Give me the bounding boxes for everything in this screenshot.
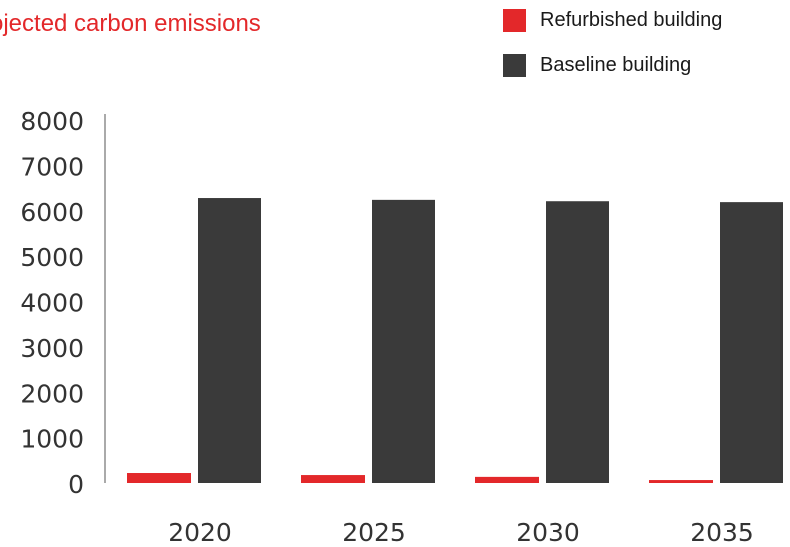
bar-baseline-building-2035 <box>720 202 783 483</box>
legend-label-baseline: Baseline building <box>540 53 692 76</box>
y-tick-label: 7000 <box>20 152 84 181</box>
x-tick-label: 2030 <box>516 518 580 547</box>
x-tick-label: 2020 <box>168 518 232 547</box>
bar-refurbished-building-2030 <box>475 476 539 483</box>
bar-baseline-building-2020 <box>198 198 261 484</box>
legend-item-baseline: Baseline building <box>503 51 722 79</box>
bar-baseline-building-2030 <box>546 201 609 483</box>
bar-baseline-building-2025 <box>372 199 435 484</box>
y-tick-label: 4000 <box>20 289 84 318</box>
x-tick-label: 2035 <box>690 518 754 547</box>
legend: Refurbished building Baseline building <box>503 6 722 96</box>
x-tick-label: 2025 <box>342 518 406 547</box>
legend-label-refurbished: Refurbished building <box>540 8 723 31</box>
y-tick-label: 0 <box>68 470 84 499</box>
legend-item-refurbished: Refurbished building <box>503 6 722 34</box>
chart-title: ojected carbon emissions <box>0 10 261 37</box>
legend-swatch-refurbished <box>503 8 526 32</box>
y-tick-label: 1000 <box>20 425 84 454</box>
y-tick-label: 2000 <box>20 379 84 408</box>
legend-swatch-baseline <box>503 53 526 77</box>
bar-refurbished-building-2035 <box>649 480 713 483</box>
y-tick-label: 6000 <box>20 198 84 227</box>
bar-refurbished-building-2025 <box>301 475 365 483</box>
y-tick-label: 8000 <box>20 107 84 136</box>
bar-refurbished-building-2020 <box>127 473 191 483</box>
y-tick-label: 5000 <box>20 243 84 272</box>
y-tick-label: 3000 <box>20 334 84 363</box>
